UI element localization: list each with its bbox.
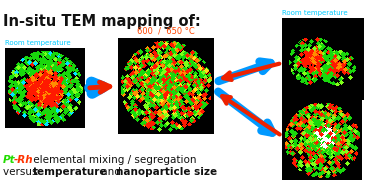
Text: -Rh: -Rh xyxy=(14,155,34,165)
Text: Pt: Pt xyxy=(3,155,15,165)
Text: 600  /  650 °C: 600 / 650 °C xyxy=(137,27,195,36)
Text: temperature: temperature xyxy=(33,167,107,177)
Text: Room temperature: Room temperature xyxy=(282,10,348,16)
Text: In-situ TEM mapping of:: In-situ TEM mapping of: xyxy=(3,14,201,29)
Text: nanoparticle size: nanoparticle size xyxy=(116,167,217,177)
Text: and: and xyxy=(98,167,124,177)
Text: elemental mixing / segregation: elemental mixing / segregation xyxy=(30,155,197,165)
Text: Room temperature: Room temperature xyxy=(5,40,71,46)
Text: versus: versus xyxy=(3,167,41,177)
